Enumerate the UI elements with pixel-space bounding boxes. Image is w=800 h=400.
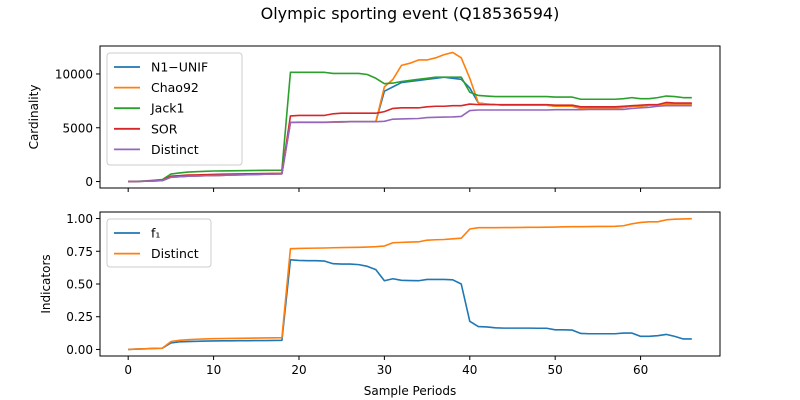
series-line-distinct (128, 217, 692, 351)
chart-title: Olympic sporting event (Q18536594) (261, 4, 560, 23)
x-tick-label: 0 (124, 363, 132, 377)
legend-entry: N1−UNIF (151, 60, 208, 75)
legend-entry: Distinct (151, 142, 199, 157)
x-axis-label: Sample Periods (364, 384, 456, 398)
x-tick-label: 60 (633, 363, 648, 377)
axes-frame (99, 45, 721, 189)
series-line-jack1 (128, 71, 692, 183)
legend-box (106, 52, 243, 166)
y-tick-label: 0.00 (66, 343, 93, 357)
legend-entry: SOR (151, 121, 178, 136)
legend-box (106, 218, 212, 268)
legend-entry: Distinct (151, 246, 199, 261)
y-axis-label: Indicators (39, 254, 53, 313)
x-tick-label: 40 (462, 363, 477, 377)
y-axis-label: Cardinality (27, 85, 41, 150)
y-tick-label: 1.00 (66, 212, 93, 226)
series-line-sor (128, 101, 692, 183)
x-tick-label: 20 (291, 363, 306, 377)
x-tick-label: 30 (377, 363, 392, 377)
legend: N1−UNIF Chao92 Jack1 SOR Distinct (106, 52, 243, 166)
y-tick-label: 0.75 (66, 245, 93, 259)
legend-entry: Chao92 (151, 80, 199, 95)
x-tick-label: 50 (548, 363, 563, 377)
cardinality-panel: 0 5000 10000 Cardinality N1−UNIF Chao92 Jack1 S… (27, 45, 721, 192)
y-tick-label: 10000 (55, 67, 93, 81)
y-tick-label: 0.50 (66, 278, 93, 292)
y-tick-label: 5000 (62, 121, 93, 135)
legend-entry: Jack1 (150, 101, 184, 116)
series-line-f1 (128, 258, 692, 351)
indicators-panel: 0 10 20 30 40 50 60 0.00 0.25 0.50 0.75 1.00 Indicat… (39, 211, 721, 398)
y-tick-label: 0.25 (66, 310, 93, 324)
y-tick-label: 0 (85, 175, 93, 189)
legend: f₁ Distinct (106, 218, 212, 268)
x-tick-label: 10 (206, 363, 221, 377)
legend-entry: f₁ (151, 226, 160, 241)
series-line-distinct (128, 104, 692, 183)
